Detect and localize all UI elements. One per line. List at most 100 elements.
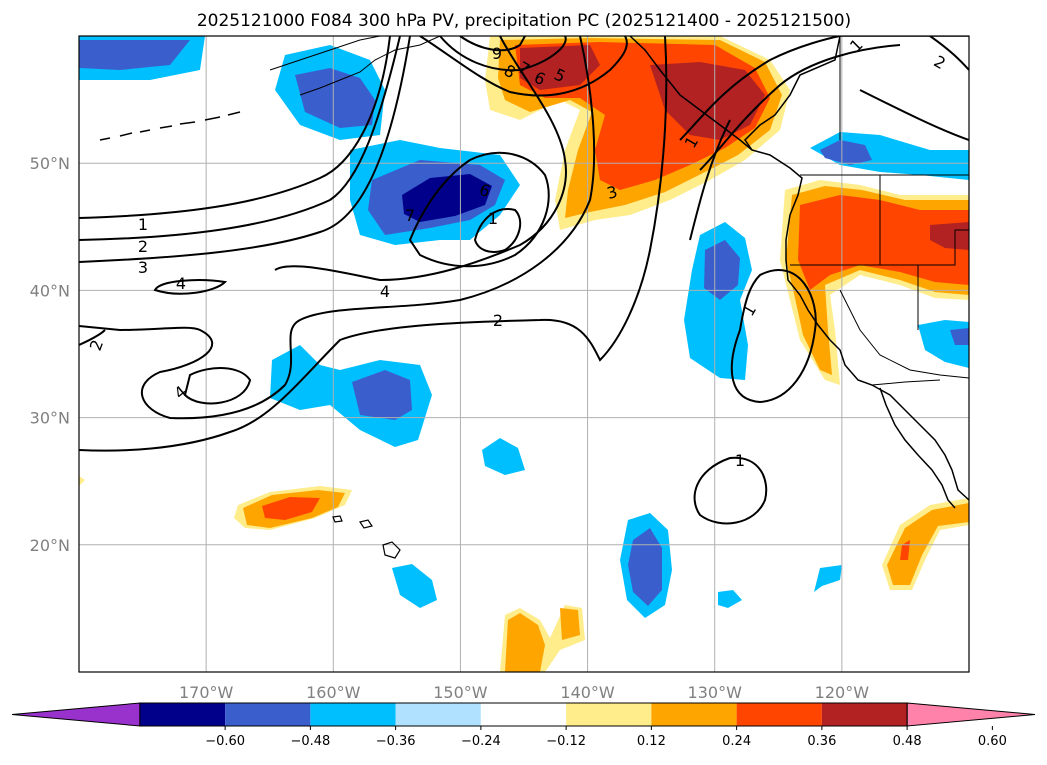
latitude-label: 40°N — [30, 281, 70, 300]
contour-label: 4 — [176, 274, 186, 293]
alaska-coastline — [629, 36, 753, 151]
neg-anomaly-region — [295, 68, 375, 128]
neg-anomaly-region — [704, 240, 740, 300]
contour-label: 2 — [138, 237, 148, 256]
pv-contour — [419, 36, 628, 97]
colorbar-tick-label: −0.48 — [290, 734, 330, 749]
contour-label-text: 1 — [488, 209, 498, 228]
pv-contour — [679, 36, 841, 141]
contour-label: 1 — [138, 215, 148, 234]
colorbar-segment — [225, 703, 311, 726]
colorbar-tick-label: −0.12 — [546, 734, 586, 749]
contour-label-text: 9 — [492, 44, 502, 63]
map-frame — [78, 35, 970, 673]
neg-anomaly-region — [718, 590, 742, 608]
contour-label: 4 — [380, 282, 390, 301]
longitude-label: 130°W — [688, 683, 743, 702]
colorbar-segment — [310, 703, 396, 726]
neg-anomaly-region — [79, 40, 190, 70]
colorbar-min-extend — [11, 702, 141, 727]
contour-label-text: 2 — [138, 237, 148, 256]
colorbar-tick-label: 0.24 — [722, 734, 751, 749]
colorbar-tick-label: 0.12 — [637, 734, 666, 749]
pv-contour — [459, 36, 526, 52]
colorbar-segment — [566, 703, 652, 726]
pv-contour — [693, 456, 768, 525]
contour-label-text: 3 — [138, 258, 148, 277]
pv-contour — [689, 119, 731, 241]
boundaries — [790, 36, 969, 386]
colorbar-segment — [651, 703, 737, 726]
neg-anomaly-region — [482, 438, 525, 475]
contour-label-text: 2 — [493, 311, 503, 330]
latitude-label: 50°N — [30, 154, 70, 173]
us-state-border — [839, 289, 969, 379]
pv-contour — [274, 36, 567, 282]
latitude-label: 20°N — [30, 536, 70, 555]
pv-contour — [473, 208, 522, 253]
neg-anomaly-region — [392, 564, 437, 608]
pos-anomaly-region — [505, 613, 545, 672]
longitude-label: 170°W — [179, 683, 234, 702]
north-america-coastline — [744, 36, 969, 501]
pos-anomaly-region — [887, 503, 969, 585]
neg-anomaly-region — [628, 528, 662, 606]
colorbar-segment — [480, 703, 567, 726]
pos-anomaly-region — [262, 497, 320, 520]
pv-contour — [183, 367, 252, 405]
longitude-label: 120°W — [815, 683, 870, 702]
contour-label-text: 3 — [605, 182, 620, 203]
longitude-label: 160°W — [306, 683, 361, 702]
contour-label: 3 — [605, 182, 620, 203]
pv-contours — [79, 36, 969, 525]
neg-anomaly-region — [814, 565, 842, 592]
pv-contour — [79, 36, 596, 420]
coastlines — [269, 36, 969, 509]
neg-anomaly-region — [820, 140, 872, 165]
pv-contour — [730, 269, 817, 404]
neg-anomaly-region — [950, 328, 969, 345]
contour-label: 1 — [488, 209, 498, 228]
hawaii-island — [332, 515, 343, 523]
colorbar-segment — [395, 703, 481, 726]
figure-title: 2025121000 F084 300 hPa PV, precipitatio… — [197, 11, 851, 31]
pv-contour — [79, 36, 411, 263]
hawaii-island — [359, 519, 373, 529]
us-state-border — [879, 175, 919, 330]
islands — [99, 111, 401, 559]
contour-label: 2 — [493, 311, 503, 330]
mexico-border — [871, 379, 941, 386]
pv-contour — [79, 36, 401, 241]
colorbar-tick-label: −0.36 — [376, 734, 416, 749]
longitude-label: 140°W — [560, 683, 615, 702]
pv-contour — [859, 89, 969, 141]
alaska-coastline — [299, 36, 441, 96]
contour-label-text: 4 — [380, 282, 390, 301]
pv-contour — [929, 36, 969, 71]
baja-coastline — [879, 387, 956, 509]
neg-anomaly-region — [352, 370, 412, 420]
pos-anomaly-region — [798, 195, 969, 290]
pos-anomaly-region — [650, 62, 765, 140]
colorbar-tick-label: 0.48 — [893, 734, 922, 749]
pv-contour — [79, 36, 391, 219]
contour-label: 7 — [405, 206, 415, 225]
pv-contour — [699, 44, 901, 171]
longitude-label: 150°W — [433, 683, 488, 702]
aleutian-islands — [99, 111, 241, 141]
contour-label: 3 — [138, 258, 148, 277]
pv-contour — [153, 279, 228, 295]
hawaii-island — [382, 541, 401, 559]
contour-label-text: 1 — [735, 451, 745, 470]
pos-anomaly-region — [930, 222, 969, 250]
pos-anomaly-region — [520, 45, 600, 90]
pv-contour — [79, 329, 106, 346]
colorbar-segment — [139, 703, 226, 726]
pos-anomaly-region — [79, 476, 85, 486]
latitude-labels: 50°N 40°N 30°N 20°N — [30, 154, 70, 555]
longitude-labels: 170°W 160°W 150°W 140°W 130°W 120°W — [179, 683, 869, 702]
contour-label-text: 1 — [138, 215, 148, 234]
pos-anomaly-region — [560, 608, 580, 640]
